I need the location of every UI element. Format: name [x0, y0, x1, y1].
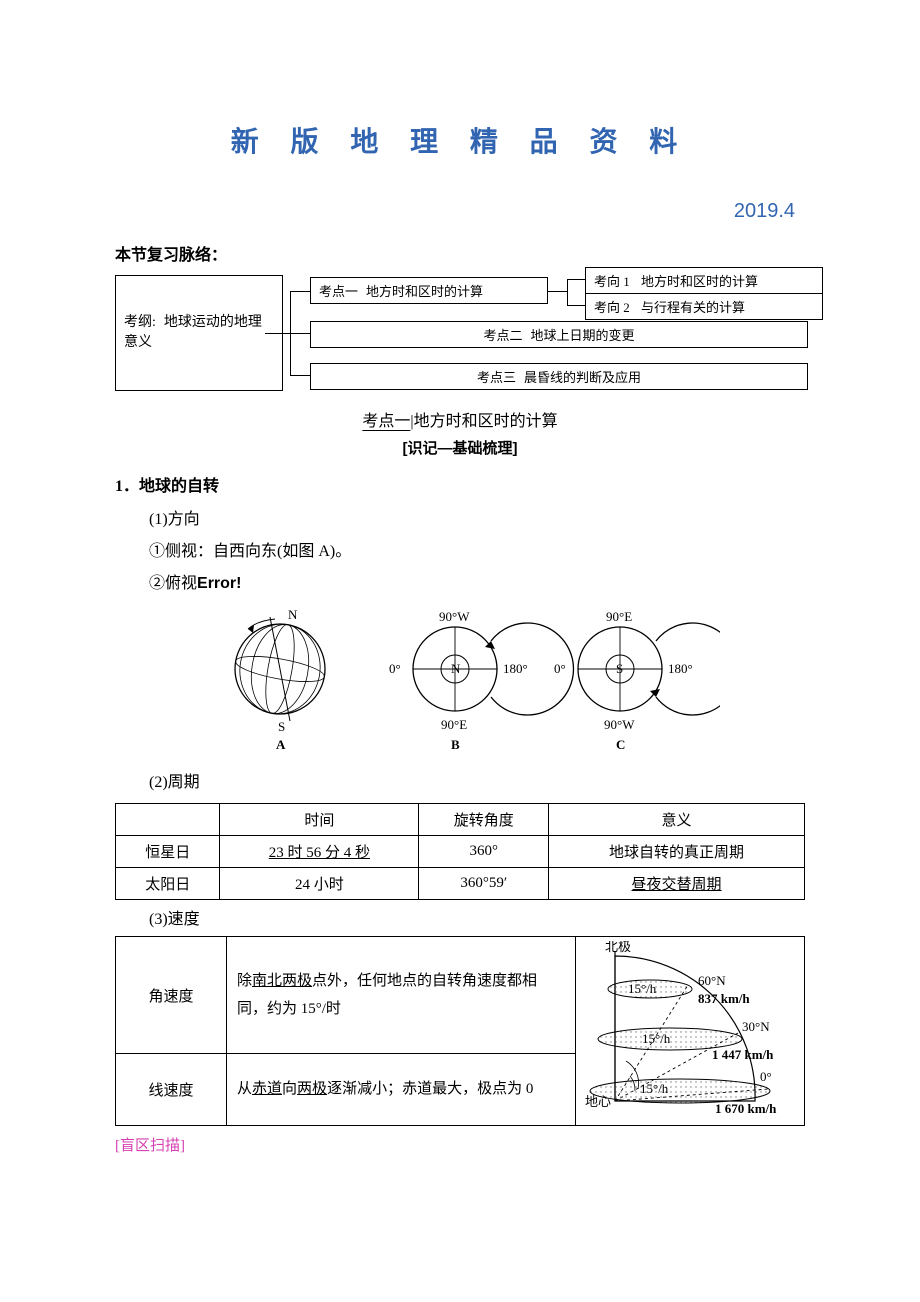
outline-mid-1-prefix: 考点一 — [319, 281, 358, 300]
p1-label: (1)方向 — [149, 504, 805, 536]
globe-a-s: S — [278, 719, 285, 734]
speed-figure-cell: 北极 地心 15°/h 15°/h 15°/h 60°N 837 km/h 30… — [576, 937, 805, 1126]
globe-a-n: N — [288, 607, 298, 622]
table-cell: 线速度 — [116, 1054, 227, 1126]
table-cell: 时间 — [220, 804, 419, 836]
svg-text:30°N: 30°N — [742, 1019, 770, 1034]
p1-b-error: Error! — [197, 575, 241, 592]
svg-text:15°/h: 15°/h — [642, 1031, 671, 1046]
globe-b-right: 180° — [503, 661, 528, 676]
globe-c-label: C — [616, 737, 625, 752]
table-cell: 23 时 56 分 4 秒 — [220, 836, 419, 868]
table-cell: 除南北两极点外，任何地点的自转角速度都相同，约为 15°/时 — [227, 937, 576, 1054]
table-cell: 昼夜交替周期 — [549, 868, 805, 900]
globe-c-left: 0° — [554, 661, 566, 676]
period-table: 时间 旋转角度 意义 恒星日 23 时 56 分 4 秒 360° 地球自转的真… — [115, 803, 805, 900]
outline-mid-2-prefix: 考点二 — [483, 325, 522, 344]
p1-a: ①侧视：自西向东(如图 A)。 — [149, 536, 805, 568]
speed-figure: 北极 地心 15°/h 15°/h 15°/h 60°N 837 km/h 30… — [580, 941, 790, 1116]
svg-text:15°/h: 15°/h — [628, 981, 657, 996]
globe-a-label: A — [276, 737, 286, 752]
outline-right-2: 考向 2 与行程有关的计算 — [585, 293, 823, 320]
outline-right-1-text: 地方时和区时的计算 — [641, 274, 758, 289]
table-cell: 旋转角度 — [419, 804, 549, 836]
outline-left-box: 考纲:地球运动的地理意义 — [115, 275, 283, 391]
table-cell: 角速度 — [116, 937, 227, 1054]
p3-label: (3)速度 — [149, 904, 805, 936]
outline-right-1-prefix: 考向 1 — [594, 274, 630, 289]
svg-text:地心: 地心 — [585, 1094, 611, 1109]
p1-b: ②俯视Error! — [149, 568, 805, 600]
globe-c-top: 90°E — [606, 609, 632, 624]
table-cell: 恒星日 — [116, 836, 220, 868]
table-cell: 24 小时 — [220, 868, 419, 900]
svg-text:60°N: 60°N — [698, 973, 726, 988]
outline-mid-3-text: 晨昏线的判断及应用 — [524, 367, 641, 386]
svg-text:1 670 km/h: 1 670 km/h — [715, 1101, 777, 1116]
outline-mid-1: 考点一 地方时和区时的计算 — [310, 277, 548, 304]
table-cell: 太阳日 — [116, 868, 220, 900]
table-cell: 地球自转的真正周期 — [549, 836, 805, 868]
globe-b-top: 90°W — [439, 609, 470, 624]
globe-b-left: 0° — [389, 661, 401, 676]
svg-text:0°: 0° — [760, 1069, 772, 1084]
globe-b-label: B — [451, 737, 460, 752]
globe-c-right: 180° — [668, 661, 693, 676]
table-row: 角速度 除南北两极点外，任何地点的自转角速度都相同，约为 15°/时 — [116, 937, 805, 1054]
table-cell: 意义 — [549, 804, 805, 836]
outline-mid-2: 考点二 地球上日期的变更 — [310, 321, 808, 348]
topic-line-text: |地方时和区时的计算 — [410, 413, 557, 430]
table-cell — [116, 804, 220, 836]
table-cell: 从赤道向两极逐渐减小；赤道最大，极点为 0 — [227, 1054, 576, 1126]
main-title: 新 版 地 理 精 品 资 料 — [115, 120, 805, 160]
outline-right-2-prefix: 考向 2 — [594, 300, 630, 315]
svg-text:1 447 km/h: 1 447 km/h — [712, 1047, 774, 1062]
globe-figure: N S A N 90°W 90°E 0° 180° B — [115, 604, 805, 759]
table-cell: 360°59′ — [419, 868, 549, 900]
table-cell: 360° — [419, 836, 549, 868]
outline-diagram: 考纲:地球运动的地理意义 考点一 地方时和区时的计算 考向 1 地方时和区时的计… — [115, 275, 805, 391]
table-row: 恒星日 23 时 56 分 4 秒 360° 地球自转的真正周期 — [116, 836, 805, 868]
topic-line-label: 考点一 — [362, 413, 410, 430]
p1-b-prefix: ②俯视 — [149, 575, 197, 592]
outline-mid-1-text: 地方时和区时的计算 — [366, 281, 483, 300]
outline-right-2-text: 与行程有关的计算 — [641, 300, 745, 315]
globe-c-bottom: 90°W — [604, 717, 635, 732]
outline-mid-2-text: 地球上日期的变更 — [531, 325, 635, 344]
outline-left-prefix: 考纲: — [124, 315, 156, 330]
globe-c-center: S — [616, 661, 623, 676]
speed-table: 角速度 除南北两极点外，任何地点的自转角速度都相同，约为 15°/时 — [115, 936, 805, 1126]
section-heading: 本节复习脉络： — [115, 241, 805, 265]
topic-line: 考点一|地方时和区时的计算 — [115, 407, 805, 431]
heading-1: 1．地球的自转 — [115, 472, 805, 496]
sub-title: [识记—基础梳理] — [115, 437, 805, 458]
outline-right-1: 考向 1 地方时和区时的计算 — [585, 267, 823, 294]
globe-b-bottom: 90°E — [441, 717, 467, 732]
svg-text:北极: 北极 — [605, 941, 631, 954]
p2-label: (2)周期 — [149, 767, 805, 799]
globe-b-center: N — [451, 661, 461, 676]
table-row: 时间 旋转角度 意义 — [116, 804, 805, 836]
outline-mid-3: 考点三 晨昏线的判断及应用 — [310, 363, 808, 390]
svg-text:15°/h: 15°/h — [640, 1081, 669, 1096]
date: 2019.4 — [115, 200, 805, 223]
table-row: 太阳日 24 小时 360°59′ 昼夜交替周期 — [116, 868, 805, 900]
outline-mid-3-prefix: 考点三 — [477, 367, 516, 386]
svg-text:837 km/h: 837 km/h — [698, 991, 750, 1006]
blind-scan: [盲区扫描] — [115, 1134, 805, 1155]
